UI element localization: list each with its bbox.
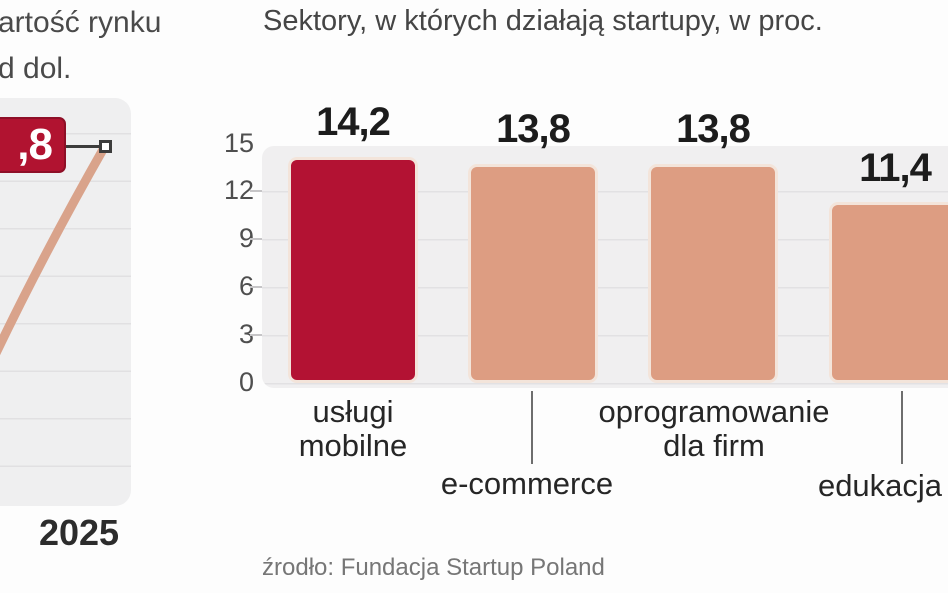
callout-value-label: ,8	[17, 120, 53, 169]
y-tick-label-9: 9	[238, 223, 254, 253]
line-chart-title-line2: d dol.	[0, 52, 72, 85]
callout-connector-line	[64, 145, 100, 148]
y-tick-label-3: 3	[238, 319, 254, 349]
line-chart-title-line1: artość rynku	[0, 6, 162, 39]
y-tick-label-0: 0	[238, 367, 254, 397]
data-point-marker	[99, 140, 112, 153]
category-label-uslugi-mobilne: usługi mobilne	[253, 395, 453, 463]
value-callout: ,8	[0, 117, 66, 173]
bar-oprogramowanie-dla-firm	[648, 164, 778, 383]
y-tick-label-6: 6	[238, 271, 254, 301]
bar-value-label-edukacja: 11,4	[859, 146, 932, 190]
leader-line-edukacja	[901, 391, 903, 464]
x-axis-label-2025: 2025	[38, 512, 120, 553]
category-label-line: mobilne	[298, 428, 408, 463]
bar-e-commerce	[468, 164, 598, 383]
category-label-oprogramowanie: oprogramowanie dla firm	[574, 395, 854, 463]
bar-chart-title: Sektory, w których działają startupy, w …	[263, 5, 823, 37]
trend-line	[0, 141, 110, 356]
source-note: źrodło: Fundacja Startup Poland	[262, 554, 605, 581]
y-tickmark-6	[250, 286, 262, 288]
leader-line-e-commerce	[531, 391, 533, 464]
category-label-line: dla firm	[663, 428, 765, 463]
category-label-e-commerce: e-commerce	[440, 466, 614, 501]
y-tick-label-15: 15	[223, 128, 254, 158]
bar-value-label-e-commerce: 13,8	[496, 107, 571, 151]
trend-line-path	[0, 141, 110, 356]
bar-usługi-mobilne	[288, 157, 418, 383]
bar-edukacja	[829, 202, 948, 383]
category-label-edukacja: edukacja	[817, 468, 943, 503]
y-tickmark-12	[250, 190, 262, 192]
y-tick-label-12: 12	[223, 175, 254, 205]
y-tickmark-3	[250, 334, 262, 336]
bar-plot-area	[262, 146, 948, 388]
bar-value-label-uslugi-mobilne: 14,2	[316, 100, 391, 144]
category-label-line: usługi	[312, 394, 394, 429]
category-label-line: oprogramowanie	[598, 394, 830, 429]
bar-value-label-oprogramowanie: 13,8	[676, 107, 751, 151]
y-tickmark-9	[250, 238, 262, 240]
